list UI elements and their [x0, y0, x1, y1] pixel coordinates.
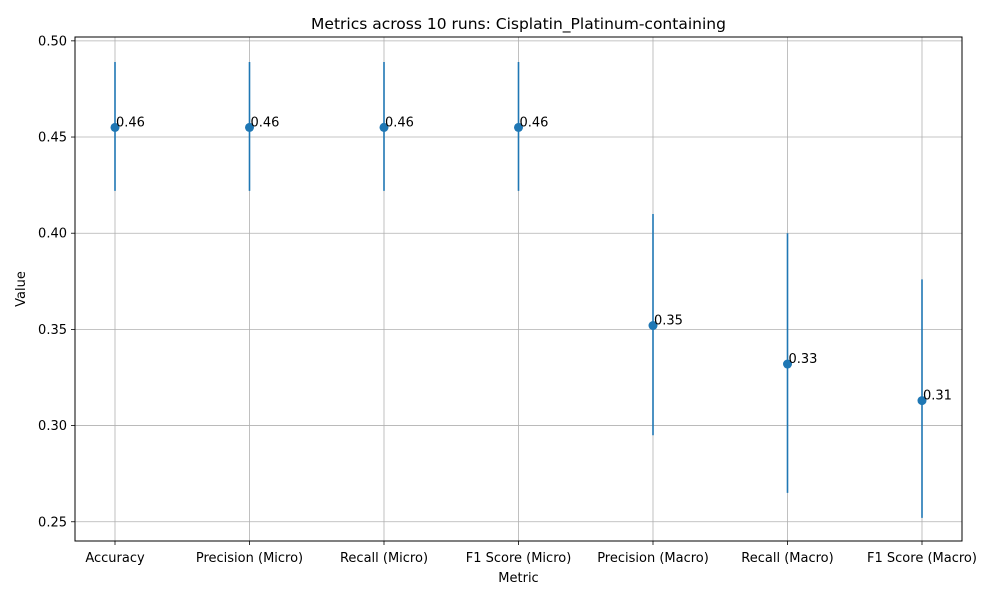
data-label: 0.31: [923, 389, 952, 404]
data-point: [110, 122, 120, 132]
data-label: 0.46: [520, 115, 549, 130]
ticks-layer: 0.25 0.30 0.35 0.40 0.45 0.50 Accuracy Precisio…: [38, 34, 977, 566]
data-label: 0.46: [385, 115, 414, 130]
chart-title: Metrics across 10 runs: Cisplatin_Platin…: [311, 15, 726, 34]
data-label: 0.46: [251, 115, 280, 130]
x-tick-label: Precision (Micro): [196, 551, 303, 566]
x-axis-label: Metric: [498, 571, 538, 586]
y-tick-label: 0.35: [38, 323, 67, 338]
marks-layer: 0.46 0.46 0.46 0.46 0.35 0.33 0.31: [110, 62, 952, 518]
y-axis-label: Value: [14, 271, 29, 307]
data-point: [783, 359, 792, 369]
x-tick-label: Recall (Macro): [741, 551, 833, 566]
data-point: [917, 396, 927, 406]
x-tick-label: Accuracy: [85, 551, 145, 566]
y-tick-label: 0.45: [38, 131, 67, 146]
y-tick-label: 0.40: [38, 227, 67, 242]
x-tick-label: Recall (Micro): [340, 551, 428, 566]
x-tick-label: F1 Score (Macro): [867, 551, 977, 566]
x-tick-label: Precision (Macro): [597, 551, 709, 566]
data-point: [648, 321, 658, 331]
data-label: 0.35: [654, 314, 683, 329]
data-point: [379, 122, 389, 132]
data-point: [245, 122, 254, 132]
y-tick-label: 0.30: [38, 419, 67, 434]
data-label: 0.33: [789, 352, 818, 367]
data-point: [514, 122, 523, 132]
data-label: 0.46: [116, 115, 145, 130]
y-tick-label: 0.50: [38, 34, 67, 49]
x-tick-label: F1 Score (Micro): [466, 551, 572, 566]
y-tick-label: 0.25: [38, 515, 67, 530]
